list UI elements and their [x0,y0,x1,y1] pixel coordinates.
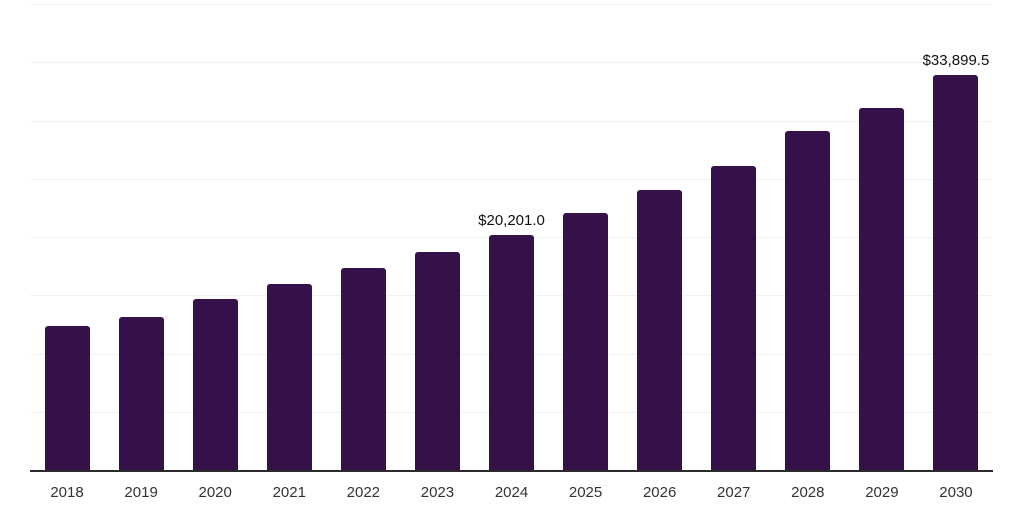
x-tick-2030: 2030 [939,484,973,501]
bar-2024[interactable] [489,234,534,470]
bar-2030[interactable] [933,75,979,470]
data-label-2030: $33,899.5 [922,52,990,70]
x-axis-labels: 2018 2019 2020 2021 2022 2023 2024 2025 2026 2027… [30,484,993,504]
gridline [30,178,993,180]
bar-2025[interactable] [563,212,609,470]
bar-2022[interactable] [340,268,386,470]
x-tick-2024: 2024 [494,484,529,501]
x-tick-2029: 2029 [865,484,899,501]
x-tick-2026: 2026 [642,484,677,501]
gridline [30,62,993,64]
bar-2028[interactable] [785,131,831,470]
x-tick-2023: 2023 [420,484,455,501]
x-tick-2020: 2020 [198,484,232,501]
gridline [30,4,993,5]
x-tick-2019: 2019 [124,484,158,501]
x-tick-2022: 2022 [346,484,381,501]
x-tick-2018: 2018 [50,484,84,501]
x-tick-2028: 2028 [791,484,825,501]
bar-2021[interactable] [266,283,312,470]
gridline [30,120,993,122]
x-tick-2025: 2025 [568,484,603,501]
x-tick-2021: 2021 [272,484,306,501]
x-tick-2027: 2027 [717,484,751,501]
bar-2027[interactable] [711,165,757,470]
bar-2020[interactable] [192,298,238,470]
bar-2018[interactable] [44,325,90,470]
bar-2029[interactable] [859,107,905,470]
bar-2023[interactable] [414,252,460,470]
plot-area: $20,201.0 $33,899.5 [30,4,993,472]
data-label-2024: $20,201.0 [478,211,545,229]
bar-2019[interactable] [118,317,164,470]
bar-2026[interactable] [637,190,683,470]
